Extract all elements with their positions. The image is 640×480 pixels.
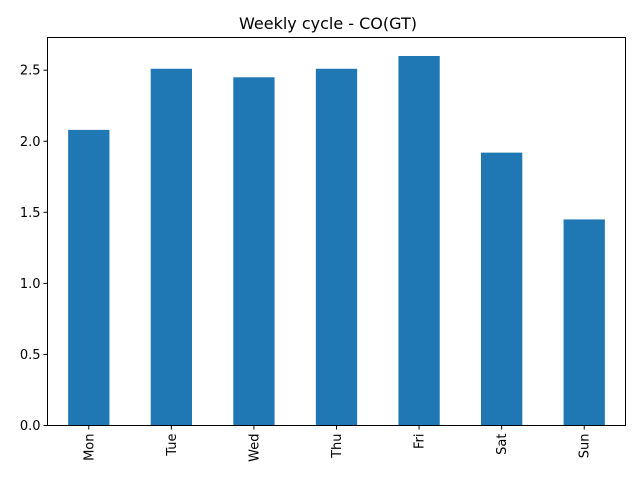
- bar-mon: [68, 129, 110, 426]
- x-tick-label-mon: Mon: [82, 434, 97, 461]
- x-tick-label-sun: Sun: [578, 434, 593, 459]
- x-tick-label-wed: Wed: [247, 434, 262, 462]
- plot-frame: [47, 37, 626, 426]
- y-axis: 0.0 0.5 1.0 1.5 2.0 2.5: [20, 64, 48, 434]
- x-tick-label-tue: Tue: [165, 434, 180, 457]
- bar-thu: [315, 68, 358, 426]
- bar-tue: [150, 68, 192, 426]
- y-tick-label: 0.0: [20, 419, 41, 434]
- y-tick-label: 2.5: [20, 64, 41, 79]
- y-tick-label: 0.5: [20, 348, 41, 363]
- bar-fri: [398, 55, 440, 426]
- bar-sun: [563, 219, 605, 426]
- bars-group: [68, 55, 605, 426]
- bar-sat: [481, 152, 523, 426]
- x-tick-label-fri: Fri: [413, 434, 428, 450]
- x-axis: Mon Tue Wed Thu Fri Sat Sun: [82, 425, 593, 462]
- bar-wed: [233, 77, 275, 426]
- y-tick-label: 1.5: [20, 206, 41, 221]
- y-tick-label: 1.0: [20, 277, 41, 292]
- x-tick-label-sat: Sat: [495, 434, 510, 455]
- y-tick-label: 2.0: [20, 135, 41, 150]
- chart-title: Weekly cycle - CO(GT): [239, 14, 417, 33]
- x-tick-label-thu: Thu: [330, 434, 345, 459]
